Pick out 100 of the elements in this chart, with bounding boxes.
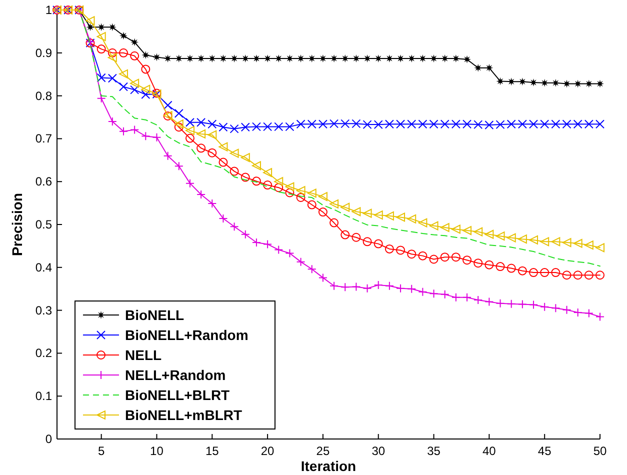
point — [263, 180, 272, 190]
point — [463, 55, 472, 64]
legend-label: BioNELL — [125, 307, 185, 323]
point — [529, 120, 538, 129]
y-tick-label: 0.3 — [35, 303, 52, 318]
point — [97, 23, 106, 32]
point — [529, 235, 538, 244]
point — [130, 38, 139, 46]
point — [374, 280, 383, 290]
point — [384, 120, 394, 129]
point — [462, 120, 472, 129]
point — [573, 238, 582, 248]
point — [540, 120, 550, 129]
point — [141, 132, 150, 141]
point — [141, 84, 150, 94]
y-axis-title: Precision — [9, 192, 25, 256]
x-tick-label: 40 — [482, 444, 496, 458]
point — [418, 218, 428, 228]
point — [573, 120, 582, 129]
point — [252, 161, 261, 170]
point — [518, 78, 526, 86]
point — [96, 73, 106, 82]
point — [274, 183, 284, 192]
point — [429, 221, 438, 230]
legend-label: BioNELL+mBLRT — [125, 407, 242, 423]
point — [485, 64, 494, 72]
point — [318, 208, 328, 217]
point — [384, 211, 394, 220]
point — [496, 298, 505, 308]
point — [573, 270, 582, 280]
point — [396, 212, 406, 222]
point — [374, 239, 383, 248]
point — [218, 214, 228, 223]
point — [429, 120, 438, 129]
point — [230, 222, 239, 232]
point — [196, 190, 206, 199]
point — [118, 48, 128, 58]
point — [96, 32, 106, 42]
point — [352, 119, 361, 128]
point — [218, 122, 228, 132]
point — [263, 122, 272, 132]
point — [152, 132, 162, 142]
point — [164, 54, 172, 62]
x-tick-label: 30 — [372, 444, 386, 458]
point — [496, 120, 505, 130]
point — [362, 208, 372, 218]
point — [451, 252, 460, 262]
point — [252, 176, 261, 186]
point — [484, 297, 494, 306]
y-tick-label: 1 — [45, 3, 52, 17]
point — [307, 264, 316, 274]
y-tick-label: 0.2 — [35, 346, 52, 360]
point — [362, 284, 372, 293]
point — [119, 32, 128, 40]
point — [440, 120, 450, 129]
point — [474, 120, 483, 130]
point — [296, 120, 306, 129]
point — [407, 214, 416, 224]
x-axis-title: Iteration — [300, 458, 356, 474]
point — [196, 144, 206, 153]
point — [274, 245, 284, 254]
point — [352, 282, 361, 292]
point — [118, 126, 128, 136]
point — [562, 305, 572, 314]
point — [474, 296, 483, 305]
point — [506, 233, 516, 242]
point — [108, 74, 117, 83]
point — [374, 210, 383, 220]
point — [130, 125, 140, 134]
point — [196, 118, 206, 127]
point — [396, 246, 406, 255]
point — [352, 207, 361, 216]
y-tick-label: 0.8 — [35, 88, 52, 103]
point — [440, 223, 450, 232]
point — [218, 142, 228, 152]
point — [318, 192, 328, 202]
point — [174, 122, 184, 132]
point — [330, 218, 339, 228]
point — [551, 237, 560, 246]
point — [240, 172, 250, 182]
point — [529, 268, 538, 278]
point — [506, 264, 516, 273]
x-tick-label: 35 — [427, 444, 441, 458]
point — [318, 120, 328, 129]
point — [96, 44, 106, 54]
x-tick-label: 45 — [538, 444, 552, 458]
point — [562, 238, 572, 248]
point — [185, 126, 194, 136]
y-tick-label: 0.4 — [35, 260, 52, 274]
point — [484, 120, 494, 130]
point — [174, 162, 184, 171]
y-tick-label: 0.9 — [35, 46, 52, 60]
point — [506, 299, 516, 308]
point — [396, 120, 406, 129]
point — [562, 270, 572, 280]
point — [352, 232, 361, 242]
point — [418, 120, 428, 129]
point — [474, 258, 483, 268]
point — [552, 78, 560, 87]
point — [451, 120, 460, 129]
